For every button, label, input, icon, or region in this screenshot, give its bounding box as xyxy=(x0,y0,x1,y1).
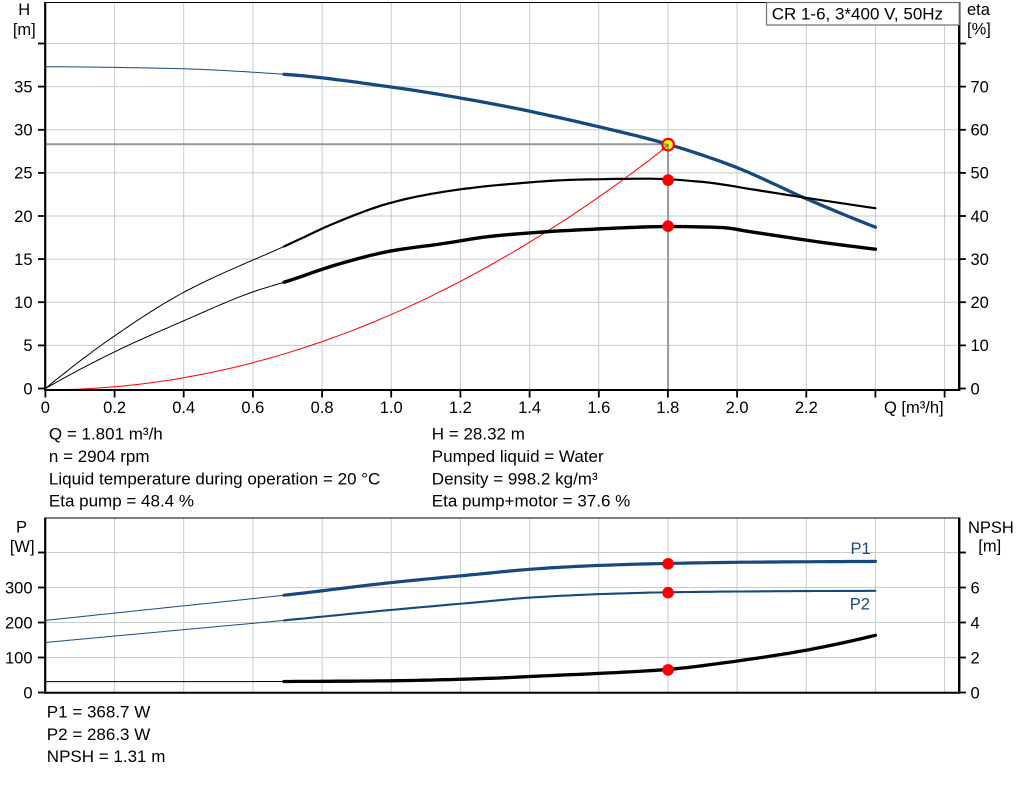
svg-text:50: 50 xyxy=(971,165,989,183)
svg-text:[%]: [%] xyxy=(967,21,991,39)
svg-text:6: 6 xyxy=(971,579,980,597)
svg-text:70: 70 xyxy=(971,78,989,96)
svg-text:100: 100 xyxy=(5,649,33,667)
svg-text:300: 300 xyxy=(5,579,33,597)
svg-text:5: 5 xyxy=(23,337,32,355)
svg-text:Eta pump+motor = 37.6 %: Eta pump+motor = 37.6 % xyxy=(432,492,630,511)
svg-text:Density = 998.2 kg/m³: Density = 998.2 kg/m³ xyxy=(432,469,598,488)
svg-text:0.2: 0.2 xyxy=(103,399,126,417)
svg-text:Liquid temperature during oper: Liquid temperature during operation = 20… xyxy=(49,469,380,488)
svg-text:eta: eta xyxy=(967,1,991,19)
svg-text:1.8: 1.8 xyxy=(656,399,679,417)
svg-text:15: 15 xyxy=(14,251,32,269)
svg-text:Eta pump = 48.4 %: Eta pump = 48.4 % xyxy=(49,492,194,511)
svg-text:NPSH = 1.31 m: NPSH = 1.31 m xyxy=(47,747,166,766)
svg-text:35: 35 xyxy=(14,78,32,96)
svg-text:20: 20 xyxy=(14,208,32,226)
svg-text:Q [m³/h]: Q [m³/h] xyxy=(884,399,944,417)
svg-text:4: 4 xyxy=(971,614,980,632)
svg-text:0: 0 xyxy=(23,380,32,398)
svg-text:10: 10 xyxy=(14,294,32,312)
svg-text:10: 10 xyxy=(971,337,989,355)
svg-text:0: 0 xyxy=(23,684,32,702)
svg-text:0.8: 0.8 xyxy=(311,399,334,417)
svg-text:H: H xyxy=(18,1,30,19)
svg-text:Pumped liquid = Water: Pumped liquid = Water xyxy=(432,447,604,466)
svg-text:[W]: [W] xyxy=(10,538,35,556)
svg-text:H = 28.32 m: H = 28.32 m xyxy=(432,425,525,444)
svg-text:[m]: [m] xyxy=(13,21,36,39)
svg-text:1.2: 1.2 xyxy=(449,399,472,417)
svg-text:P: P xyxy=(16,519,27,537)
svg-text:60: 60 xyxy=(971,122,989,140)
svg-text:P2 = 286.3 W: P2 = 286.3 W xyxy=(47,725,150,744)
svg-text:200: 200 xyxy=(5,614,33,632)
svg-text:40: 40 xyxy=(971,208,989,226)
svg-text:P1: P1 xyxy=(851,540,871,558)
svg-text:0: 0 xyxy=(971,380,980,398)
svg-text:n = 2904 rpm: n = 2904 rpm xyxy=(49,447,150,466)
svg-text:P1 = 368.7 W: P1 = 368.7 W xyxy=(47,703,150,722)
svg-text:NPSH: NPSH xyxy=(968,519,1014,537)
svg-text:CR 1-6, 3*400 V, 50Hz: CR 1-6, 3*400 V, 50Hz xyxy=(772,4,943,23)
svg-text:P2: P2 xyxy=(850,596,870,614)
svg-text:2.0: 2.0 xyxy=(726,399,749,417)
svg-text:30: 30 xyxy=(971,251,989,269)
svg-text:Q = 1.801 m³/h: Q = 1.801 m³/h xyxy=(49,425,163,444)
svg-text:0: 0 xyxy=(971,684,980,702)
svg-text:1.0: 1.0 xyxy=(380,399,403,417)
svg-text:20: 20 xyxy=(971,294,989,312)
svg-text:1.6: 1.6 xyxy=(587,399,610,417)
svg-text:30: 30 xyxy=(14,122,32,140)
svg-text:0.4: 0.4 xyxy=(172,399,195,417)
svg-text:2: 2 xyxy=(971,649,980,667)
svg-text:[m]: [m] xyxy=(978,538,1001,556)
svg-text:1.4: 1.4 xyxy=(518,399,541,417)
svg-text:2.2: 2.2 xyxy=(795,399,818,417)
svg-text:25: 25 xyxy=(14,165,32,183)
svg-text:0.6: 0.6 xyxy=(241,399,264,417)
svg-text:0: 0 xyxy=(41,399,50,417)
